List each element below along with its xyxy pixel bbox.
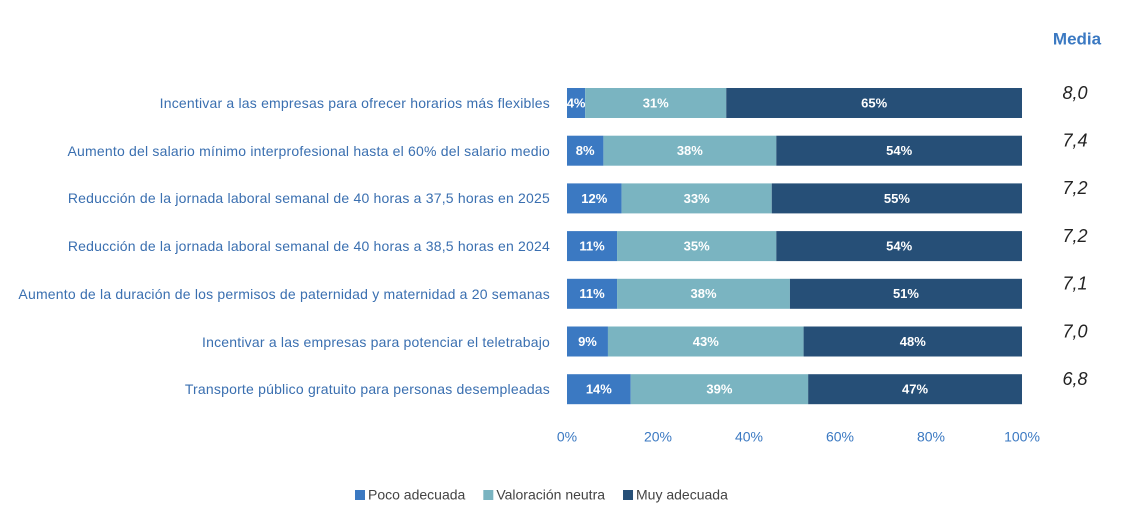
- category-label: Reducción de la jornada laboral semanal …: [67, 190, 550, 207]
- media-value: 7,2: [1062, 226, 1087, 246]
- data-label: 51%: [893, 286, 919, 301]
- bar-segment: [603, 135, 777, 166]
- x-tick-label: 0%: [557, 429, 577, 445]
- data-label: 31%: [643, 95, 669, 110]
- bar-segment: [567, 374, 631, 405]
- x-tick-label: 80%: [917, 429, 945, 445]
- category-label: Reducción de la jornada laboral semanal …: [67, 238, 550, 255]
- bar-segment: [803, 326, 1022, 357]
- data-label: 14%: [586, 382, 612, 397]
- x-tick-label: 40%: [735, 429, 763, 445]
- data-label: 43%: [693, 334, 719, 349]
- category-label: Incentivar a las empresas para ofrecer h…: [159, 95, 550, 111]
- bar-segment: [607, 326, 804, 357]
- bar-segment: [585, 88, 727, 118]
- bar-segment: [789, 278, 1022, 309]
- category-label: Aumento del salario mínimo interprofesio…: [67, 142, 550, 159]
- legend-label: Poco adecuada: [368, 487, 466, 503]
- bar-segment: [771, 183, 1022, 214]
- bar-segment: [617, 231, 777, 262]
- bar-segment: [567, 231, 618, 262]
- media-value: 7,2: [1062, 178, 1087, 198]
- bar-segment: [567, 326, 608, 357]
- data-label: 35%: [684, 239, 710, 254]
- data-label: 65%: [861, 95, 887, 110]
- data-label: 11%: [579, 239, 605, 254]
- bar-segment: [726, 88, 1022, 118]
- data-label: 39%: [706, 382, 732, 397]
- data-label: 47%: [902, 382, 928, 397]
- data-label: 12%: [581, 191, 607, 206]
- data-label: 8%: [576, 143, 595, 158]
- bar-segment: [567, 183, 622, 214]
- x-tick-label: 60%: [826, 429, 854, 445]
- bar-segment: [630, 374, 809, 405]
- bar-segment: [567, 278, 618, 309]
- bar-segment: [621, 183, 772, 214]
- category-label: Incentivar a las empresas para potenciar…: [202, 333, 550, 350]
- media-value: 7,4: [1062, 130, 1087, 150]
- bar-segment: [776, 231, 1022, 262]
- data-label: 33%: [684, 191, 710, 206]
- data-label: 54%: [886, 143, 912, 158]
- data-label: 38%: [677, 143, 703, 158]
- x-tick-label: 20%: [644, 429, 672, 445]
- data-label: 4%: [567, 95, 586, 110]
- legend-swatch: [483, 490, 494, 500]
- category-label: Transporte público gratuito para persona…: [184, 381, 550, 398]
- legend-label: Muy adecuada: [636, 487, 728, 503]
- media-value: 7,0: [1062, 321, 1087, 341]
- data-label: 55%: [884, 191, 910, 206]
- bar-segment: [808, 374, 1022, 405]
- media-value: 7,1: [1062, 274, 1087, 294]
- media-title: Media: [1053, 29, 1102, 48]
- legend-swatch: [355, 490, 365, 500]
- data-label: 38%: [690, 286, 716, 301]
- bar-segment: [776, 135, 1022, 166]
- bar-segment: [567, 135, 604, 166]
- media-value: 8,0: [1062, 83, 1087, 103]
- x-tick-label: 100%: [1004, 429, 1040, 445]
- media-value: 6,8: [1062, 369, 1087, 389]
- legend-label: Valoración neutra: [496, 487, 605, 503]
- data-label: 54%: [886, 239, 912, 254]
- data-label: 48%: [900, 334, 926, 349]
- data-label: 11%: [579, 286, 605, 301]
- legend-swatch: [623, 490, 634, 500]
- bar-segment: [617, 278, 790, 309]
- data-label: 9%: [578, 334, 597, 349]
- category-label: Aumento de la duración de los permisos d…: [18, 285, 550, 302]
- bar-segment: [567, 88, 586, 118]
